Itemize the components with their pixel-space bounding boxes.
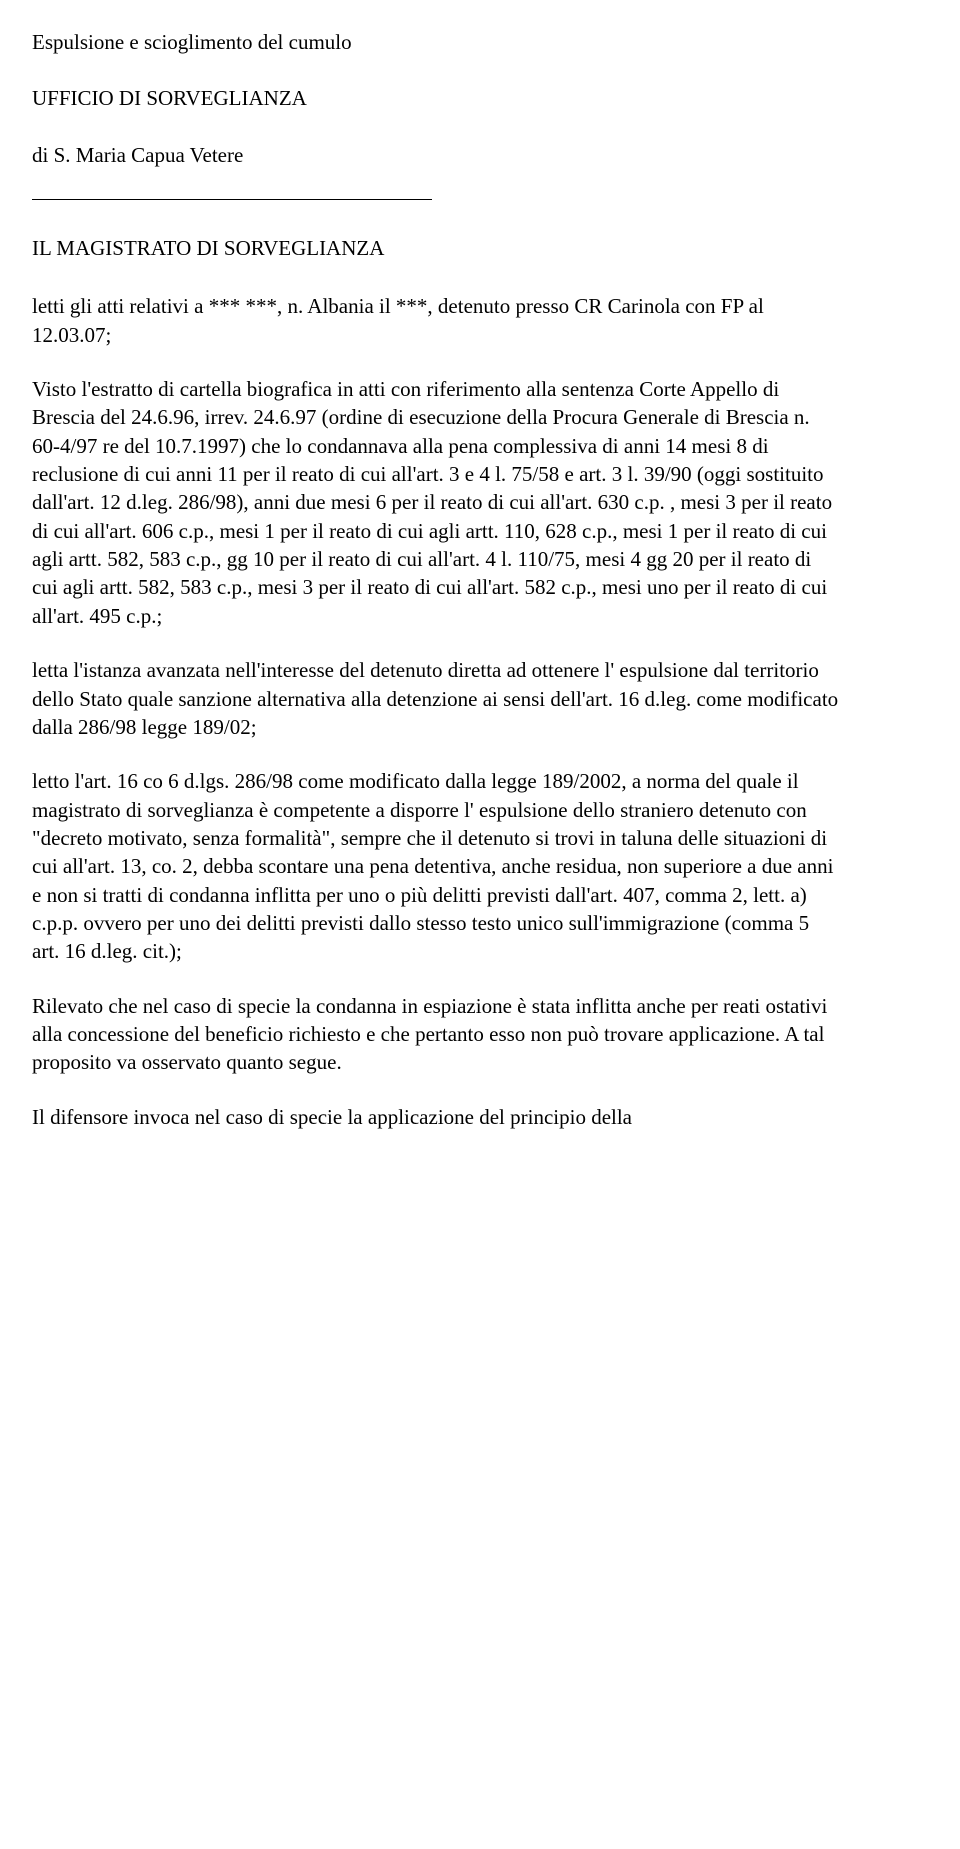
court-name: di S. Maria Capua Vetere (32, 141, 840, 169)
divider (32, 199, 432, 200)
paragraph: Rilevato che nel caso di specie la conda… (32, 992, 840, 1077)
paragraph: Visto l'estratto di cartella biografica … (32, 375, 840, 630)
paragraph: letta l'istanza avanzata nell'interesse … (32, 656, 840, 741)
paragraph: letto l'art. 16 co 6 d.lgs. 286/98 come … (32, 767, 840, 965)
paragraph: Il difensore invoca nel caso di specie l… (32, 1103, 840, 1131)
document-title: Espulsione e scioglimento del cumulo (32, 28, 840, 56)
section-heading: IL MAGISTRATO DI SORVEGLIANZA (32, 234, 840, 262)
office-name: UFFICIO DI SORVEGLIANZA (32, 84, 840, 112)
paragraph: letti gli atti relativi a *** ***, n. Al… (32, 292, 840, 349)
